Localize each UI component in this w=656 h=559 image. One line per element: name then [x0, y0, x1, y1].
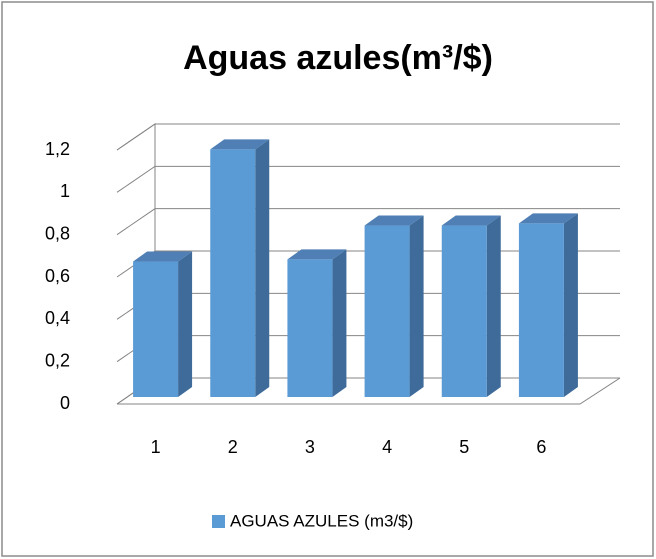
grid-line — [116, 208, 620, 236]
y-tick-label: 0,4 — [45, 308, 70, 328]
x-tick-label: 4 — [382, 437, 392, 457]
y-tick-label: 1 — [60, 181, 70, 201]
x-tick-label: 1 — [151, 437, 161, 457]
y-tick-label: 1,2 — [45, 139, 70, 159]
bar-top — [441, 215, 501, 226]
bar-side — [255, 139, 270, 397]
bar-side — [563, 213, 578, 397]
y-tick-label: 0 — [60, 393, 70, 413]
bar-top — [364, 215, 424, 226]
grid-line — [116, 123, 620, 151]
x-tick-label: 3 — [305, 437, 315, 457]
bar — [364, 225, 410, 397]
bar-side — [332, 249, 347, 397]
floor — [117, 377, 621, 405]
x-tick-label: 6 — [536, 437, 546, 457]
bar-side — [409, 215, 424, 397]
legend-label: AGUAS AZULES (m3/$) — [230, 511, 413, 530]
x-tick-label: 5 — [459, 437, 469, 457]
bar-top — [210, 139, 270, 150]
y-tick-label: 0,8 — [45, 223, 70, 243]
bar — [210, 149, 256, 397]
bar-side — [486, 215, 501, 397]
x-tick-label: 2 — [228, 437, 238, 457]
y-tick-label: 0,6 — [45, 266, 70, 286]
grid-line — [116, 165, 620, 193]
chart-title: Aguas azules(m³/$) — [183, 39, 493, 77]
bar-top — [518, 213, 578, 224]
bar — [441, 225, 487, 397]
legend-swatch — [212, 515, 225, 528]
y-tick-label: 0,2 — [45, 350, 70, 370]
bar-top — [133, 251, 193, 262]
bar — [518, 223, 564, 397]
bar — [287, 259, 333, 397]
bar-side — [178, 251, 193, 397]
bar — [133, 261, 179, 397]
bar-top — [287, 249, 347, 260]
